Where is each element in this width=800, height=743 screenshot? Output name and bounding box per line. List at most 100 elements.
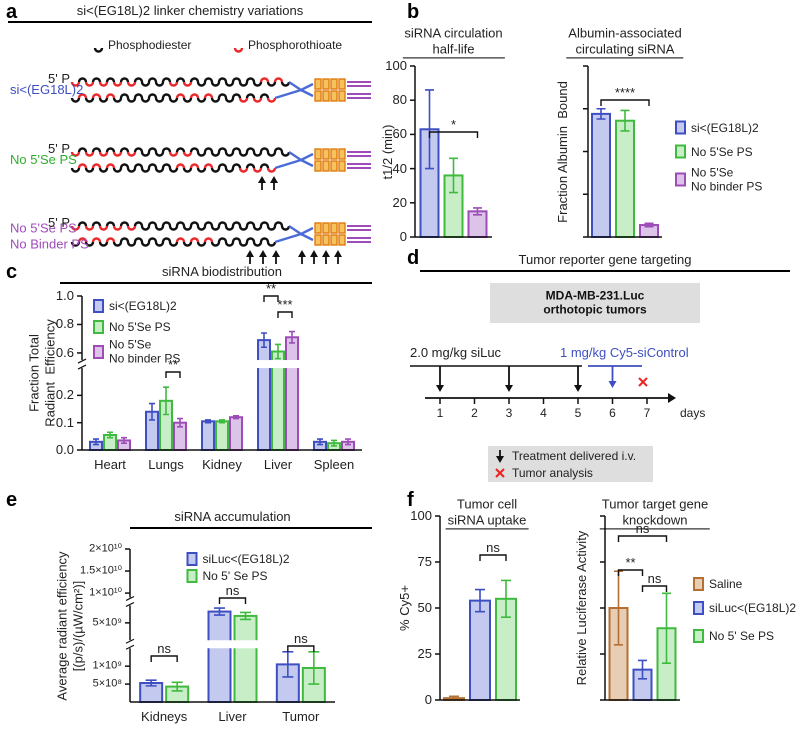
backbone-link bbox=[91, 163, 102, 169]
backbone-link bbox=[245, 163, 256, 169]
backbone-link bbox=[259, 93, 270, 99]
significance-label: *** bbox=[277, 297, 293, 313]
error-bar bbox=[171, 681, 183, 692]
backbone-link bbox=[266, 241, 277, 247]
backbone-link bbox=[91, 221, 102, 227]
backbone-link bbox=[112, 81, 123, 87]
backbone-link bbox=[266, 151, 277, 157]
backbone-link bbox=[259, 163, 270, 169]
backbone-link bbox=[168, 241, 179, 247]
panel-letter: b bbox=[407, 1, 420, 23]
y-tick-label: 50 bbox=[417, 600, 432, 616]
timeline-arrowhead bbox=[668, 393, 676, 403]
y-tick-label: 1×10⁹ bbox=[92, 659, 123, 672]
axis-break-mark bbox=[125, 595, 135, 602]
backbone-link bbox=[154, 81, 165, 87]
chart-title: siRNA biodistribution bbox=[162, 264, 282, 280]
day-label: 2 bbox=[471, 405, 478, 420]
significance-label: * bbox=[450, 117, 457, 133]
backbone-link bbox=[182, 167, 193, 173]
lipid-unit bbox=[330, 160, 338, 172]
bar bbox=[257, 339, 271, 452]
backbone-link bbox=[140, 97, 151, 103]
axis-break bbox=[131, 597, 336, 606]
y-tick-label: 60 bbox=[392, 126, 407, 142]
lipid-unit bbox=[314, 160, 322, 172]
backbone-link bbox=[119, 237, 130, 243]
backbone-link bbox=[154, 151, 165, 157]
backbone-link bbox=[238, 241, 249, 247]
lipid-unit bbox=[322, 160, 330, 172]
backbone-link bbox=[280, 225, 291, 231]
legend-label: Saline bbox=[709, 576, 743, 591]
backbone-link bbox=[105, 237, 116, 243]
backbone-link bbox=[140, 167, 151, 173]
backbone-link bbox=[133, 237, 144, 243]
backbone-link bbox=[84, 225, 95, 231]
significance-label: ns bbox=[647, 571, 662, 587]
backbone-link bbox=[196, 81, 207, 87]
y-tick-label: 100 bbox=[410, 508, 432, 524]
info-box-label: MDA-MB-231.Luc orthotopic tumors bbox=[543, 288, 647, 317]
construct-label: No 5'Se PS bbox=[10, 152, 77, 168]
bar bbox=[207, 610, 232, 703]
backbone-link bbox=[147, 237, 158, 243]
arrow-head bbox=[322, 250, 330, 257]
backbone-link bbox=[252, 97, 263, 103]
error-bar bbox=[149, 402, 155, 421]
backbone-link bbox=[154, 241, 165, 247]
lipid-unit bbox=[330, 234, 338, 246]
panel-letter: a bbox=[6, 1, 18, 23]
backbone-link bbox=[189, 221, 200, 227]
backbone-link bbox=[147, 163, 158, 169]
backbone-link bbox=[154, 167, 165, 173]
backbone-link bbox=[126, 81, 137, 87]
y-tick-label: 0 bbox=[424, 692, 432, 708]
panel-letter: c bbox=[6, 261, 18, 283]
x-tick-label: Spleen bbox=[313, 457, 355, 473]
lipid-unit bbox=[330, 78, 338, 90]
error-bar bbox=[177, 417, 183, 428]
backbone-link bbox=[77, 93, 88, 99]
backbone-link bbox=[231, 93, 242, 99]
error-bar bbox=[449, 157, 458, 194]
legend-label: No 5'Se No binder PS bbox=[691, 165, 763, 194]
backbone-link bbox=[203, 163, 214, 169]
lipid-unit bbox=[322, 222, 330, 234]
backbone-link bbox=[266, 225, 277, 231]
legend-label: si<(EG18L)2 bbox=[691, 120, 759, 135]
y-tick-label: 0.8 bbox=[55, 316, 74, 332]
legend-swatch bbox=[693, 601, 704, 615]
chart-title: siRNA circulation half-life bbox=[402, 25, 505, 59]
backbone-link bbox=[252, 241, 263, 247]
backbone-link bbox=[273, 221, 284, 227]
backbone-link bbox=[217, 77, 228, 83]
backbone-link bbox=[147, 77, 158, 83]
backbone-link bbox=[77, 163, 88, 169]
panel-letter: e bbox=[6, 489, 18, 511]
y-tick-label: 5×10⁹ bbox=[92, 616, 123, 629]
legend-label: Phosphorothioate bbox=[248, 37, 343, 52]
error-bar bbox=[163, 386, 169, 416]
backbone-link bbox=[189, 163, 200, 169]
day-unit: days bbox=[680, 405, 706, 420]
cross bbox=[495, 468, 505, 478]
y-tick-label: 40 bbox=[392, 160, 407, 176]
lipid-unit bbox=[330, 90, 338, 102]
x-tick-label: Liver bbox=[263, 457, 293, 473]
significance-bracket bbox=[150, 655, 178, 662]
arrow-head bbox=[259, 250, 267, 257]
backbone-link bbox=[161, 93, 172, 99]
arrow-head bbox=[270, 176, 278, 183]
backbone-link bbox=[168, 225, 179, 231]
y-tick-label: 25 bbox=[417, 646, 432, 662]
axis-break bbox=[83, 360, 363, 369]
error-bar bbox=[596, 107, 606, 120]
backbone-link bbox=[126, 241, 137, 247]
backbone-link bbox=[84, 81, 95, 87]
diagram-title: Tumor reporter gene targeting bbox=[518, 252, 692, 268]
bar bbox=[615, 119, 635, 238]
lipid-unit bbox=[338, 160, 346, 172]
backbone-link bbox=[140, 151, 151, 157]
